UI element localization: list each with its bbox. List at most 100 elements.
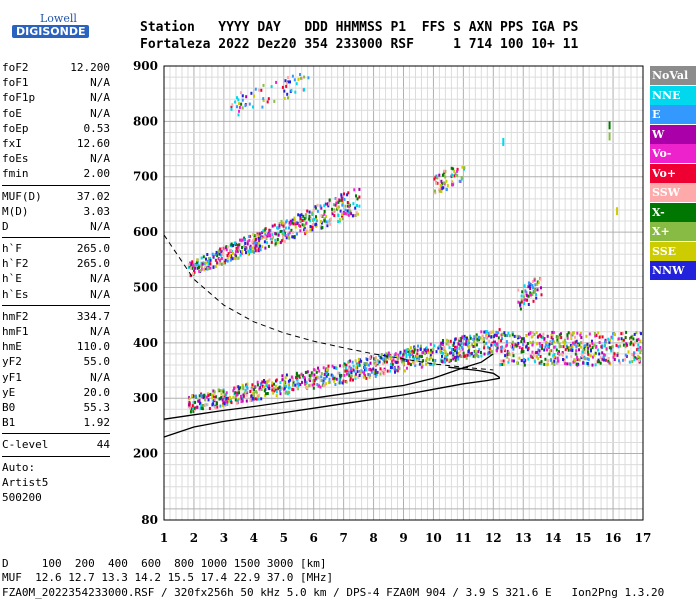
echo-point	[324, 202, 327, 206]
echo-point	[373, 361, 376, 365]
echo-point	[326, 202, 329, 206]
echo-point	[251, 383, 254, 387]
echo-point	[632, 343, 635, 347]
param-row: 500200	[2, 490, 110, 505]
echo-point	[442, 339, 444, 342]
echo-point	[507, 360, 510, 364]
echo-point	[563, 342, 566, 345]
param-row: foF1p N/A	[2, 90, 110, 105]
echo-point	[313, 379, 316, 383]
echo-point	[244, 246, 247, 249]
echo-point	[578, 343, 581, 347]
echo-point	[583, 350, 586, 354]
echo-point	[305, 381, 308, 385]
echo-point	[251, 398, 254, 402]
echo-point	[382, 362, 385, 366]
echo-point	[490, 343, 493, 347]
echo-point	[445, 358, 448, 362]
echo-point	[292, 222, 295, 226]
echo-point	[383, 372, 386, 376]
echo-point	[254, 249, 257, 253]
echo-point	[360, 369, 363, 373]
echo-point	[288, 231, 291, 235]
echo-point	[418, 362, 421, 366]
echo-point	[363, 373, 366, 377]
echo-point	[438, 187, 441, 191]
echo-point	[412, 355, 415, 358]
echo-point	[341, 213, 344, 216]
echo-point	[200, 264, 203, 268]
echo-point	[191, 404, 194, 408]
echo-point	[440, 182, 443, 185]
echo-point	[638, 359, 640, 363]
echo-point	[584, 344, 586, 348]
y-tick-label: 600	[133, 225, 158, 239]
echo-point	[281, 386, 284, 390]
echo-point	[356, 197, 359, 201]
echo-point	[425, 346, 428, 350]
echo-point	[334, 197, 337, 200]
echo-point	[324, 382, 327, 386]
echo-point	[474, 355, 477, 359]
echo-point	[273, 389, 275, 393]
echo-point	[523, 302, 525, 305]
echo-point	[441, 354, 443, 358]
echo-point	[473, 339, 476, 343]
echo-point	[430, 356, 433, 360]
echo-point	[284, 234, 287, 237]
echo-point	[631, 360, 634, 364]
echo-point	[272, 387, 275, 391]
echo-point	[373, 370, 376, 374]
echo-point	[582, 348, 585, 352]
echo-point	[223, 260, 226, 264]
param-separator	[2, 304, 110, 306]
x-tick-label: 17	[635, 531, 652, 545]
echo-point	[428, 362, 431, 366]
echo-point	[601, 351, 604, 355]
echo-point	[451, 183, 453, 187]
legend-item-x: X-	[650, 202, 696, 222]
echo-point	[639, 348, 642, 352]
echo-point	[521, 290, 524, 294]
echo-point	[421, 351, 424, 355]
echo-point	[494, 344, 497, 348]
echo-point	[229, 258, 232, 262]
echo-point	[369, 361, 372, 365]
echo-point	[246, 382, 249, 386]
echo-point	[590, 349, 592, 353]
echo-point	[468, 347, 471, 351]
echo-point	[304, 232, 307, 236]
echo-point	[519, 301, 522, 305]
echo-point	[433, 362, 436, 366]
echo-point	[368, 373, 371, 377]
echo-point	[428, 357, 431, 361]
echo-point	[639, 356, 642, 360]
echo-point	[537, 334, 540, 338]
echo-point	[273, 223, 276, 227]
echo-point	[335, 201, 338, 205]
echo-point	[543, 362, 546, 366]
echo-point	[419, 348, 422, 351]
echo-point	[255, 390, 258, 394]
echo-point	[219, 258, 222, 262]
echo-point	[456, 349, 458, 353]
echo-point	[315, 224, 318, 228]
echo-point	[356, 370, 359, 374]
echo-point	[251, 240, 254, 244]
echo-point	[465, 342, 467, 346]
echo-point	[201, 407, 204, 411]
echo-point	[452, 353, 455, 357]
echo-point	[275, 80, 278, 84]
echo-point	[624, 345, 627, 349]
echo-point	[222, 388, 225, 392]
echo-point	[396, 354, 399, 358]
echo-point	[557, 359, 560, 363]
x-tick-label: 1	[160, 531, 168, 545]
param-key: M(D)	[2, 204, 29, 218]
echo-point	[349, 359, 351, 363]
echo-point	[347, 360, 350, 364]
echo-point	[529, 291, 532, 295]
echo-point	[235, 393, 238, 397]
echo-point	[248, 102, 251, 106]
echo-point	[374, 362, 377, 366]
